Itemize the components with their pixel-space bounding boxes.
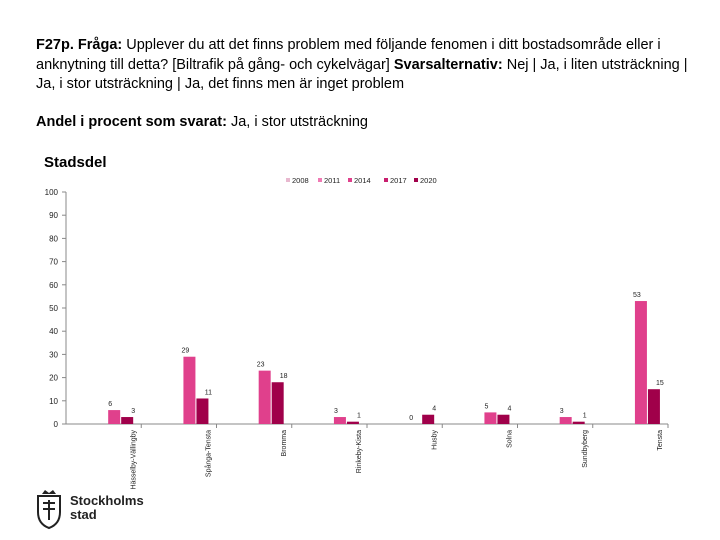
y-tick-label: 0 xyxy=(54,420,59,429)
data-label: 3 xyxy=(131,408,135,415)
y-tick-label: 30 xyxy=(49,350,58,359)
category-label: Bromma xyxy=(281,430,288,457)
legend-label-2017: 2017 xyxy=(390,176,407,185)
category-label: Solna xyxy=(507,430,514,448)
stockholm-logo xyxy=(37,490,61,530)
data-label: 3 xyxy=(334,408,338,415)
data-label: 53 xyxy=(633,292,641,299)
y-tick-label: 80 xyxy=(49,234,58,243)
data-label: 18 xyxy=(280,373,288,380)
bar-2014 xyxy=(183,356,196,424)
data-label: 29 xyxy=(182,348,190,355)
bar-2020 xyxy=(121,417,134,424)
legend-label-2014: 2014 xyxy=(354,176,371,185)
data-label: 1 xyxy=(357,413,361,420)
logo-text: Stockholms stad xyxy=(70,494,144,522)
category-label: Rinkeby-Kista xyxy=(356,430,363,473)
bar-2020 xyxy=(271,382,284,424)
category-label: Sundbyberg xyxy=(582,430,589,468)
legend-swatch-2008 xyxy=(286,178,290,182)
data-label: 6 xyxy=(108,401,112,408)
y-tick-label: 50 xyxy=(49,304,58,313)
legend-label-2011: 2011 xyxy=(324,176,340,185)
legend-swatch-2011 xyxy=(318,178,322,182)
bar-2020 xyxy=(497,414,510,424)
y-tick-label: 100 xyxy=(45,188,59,197)
bar-2014 xyxy=(333,417,346,424)
legend-label-2020: 2020 xyxy=(420,176,437,185)
question-body: Upplever du att det finns problem med fö… xyxy=(36,37,661,73)
y-tick-label: 40 xyxy=(49,327,58,336)
y-tick-label: 20 xyxy=(49,374,58,383)
bar-2020 xyxy=(572,421,585,424)
question-text: F27p. Fråga: Upplever du att det finns p… xyxy=(36,36,696,95)
category-label: Hässelby-Vällingby xyxy=(130,430,137,490)
bar-2014 xyxy=(258,370,271,424)
question-code-label: F27p. Fråga: xyxy=(36,37,123,53)
measure-value: Ja, i stor utsträckning xyxy=(226,114,368,130)
bar-2014 xyxy=(484,412,497,424)
logo-line-2: stad xyxy=(70,507,97,522)
measure-text: Andel i procent som svarat: Ja, i stor u… xyxy=(36,114,368,130)
data-label: 15 xyxy=(656,380,664,387)
data-label: 11 xyxy=(205,389,212,396)
bar-2020 xyxy=(196,398,209,424)
bar-2014 xyxy=(108,410,121,424)
data-label: 1 xyxy=(583,413,587,420)
logo-line-1: Stockholms xyxy=(70,493,144,508)
category-label: Spånga-Tensta xyxy=(205,430,213,477)
y-tick-label: 10 xyxy=(49,397,58,406)
y-tick-label: 90 xyxy=(49,211,58,220)
data-label: 3 xyxy=(560,408,564,415)
measure-label: Andel i procent som svarat: xyxy=(36,114,227,130)
bar-2014 xyxy=(634,301,647,424)
y-tick-label: 70 xyxy=(49,258,58,267)
alternatives-text: Nej | Ja, i liten utsträckning | Ja, i s… xyxy=(36,56,688,93)
data-label: 5 xyxy=(484,403,488,410)
bar-2020 xyxy=(422,414,435,424)
data-label: 23 xyxy=(257,362,265,369)
chart-heading: Stadsdel xyxy=(44,154,107,171)
legend-swatch-2017 xyxy=(384,178,388,182)
bar-2020 xyxy=(346,421,359,424)
legend-swatch-2020 xyxy=(414,178,418,182)
category-label: Tensta xyxy=(657,430,664,451)
legend-swatch-2014 xyxy=(348,178,352,182)
y-tick-label: 60 xyxy=(49,281,58,290)
legend-label-2008: 2008 xyxy=(292,176,309,185)
bar-2020 xyxy=(647,389,660,424)
data-label: 0 xyxy=(409,415,413,422)
bar-2014 xyxy=(559,417,572,424)
category-label: Husby xyxy=(431,430,438,450)
data-label: 4 xyxy=(432,406,436,413)
alternatives-label: Svarsalternativ: xyxy=(393,56,503,73)
data-label: 4 xyxy=(507,406,511,413)
